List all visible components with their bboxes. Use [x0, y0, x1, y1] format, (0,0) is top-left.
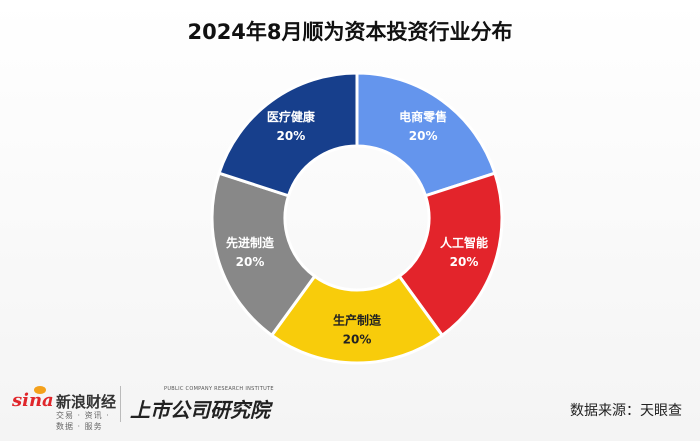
slice-value-label-1: 20% — [409, 129, 438, 143]
slice-2 — [397, 171, 504, 338]
slice-label-3: 生产制造 — [333, 313, 382, 328]
slice-value-label-4: 20% — [236, 255, 265, 269]
slice-label-5: 医疗健康 — [267, 109, 316, 124]
slice-label-2: 人工智能 — [440, 235, 488, 250]
institute-chinese-name: 上市公司研究院 — [130, 398, 270, 422]
data-source: 数据来源：天眼查 — [570, 403, 682, 419]
research-institute-logo: PUBLIC COMPANY RESEARCH INSTITUTE 上市公司研究… — [130, 386, 274, 426]
sina-wordmark: sina — [12, 390, 54, 411]
slice-value-label-2: 20% — [450, 255, 479, 269]
slice-label-4: 先进制造 — [226, 235, 275, 250]
labels-group: 电商零售 20% 人工智能 20% 生产制造 20% 先进制造 20% 医疗健康 20% — [226, 109, 488, 347]
slice-value-label-3: 20% — [343, 333, 372, 347]
slices-group — [210, 71, 504, 365]
slice-1 — [355, 71, 497, 198]
institute-english-name: PUBLIC COMPANY RESEARCH INSTITUTE — [164, 386, 274, 392]
footer-divider — [120, 386, 121, 422]
sina-finance-logo: sina 新浪财经 交易 · 资讯 · 数据 · 服务 — [10, 386, 122, 431]
slice-3 — [269, 274, 445, 365]
slice-5 — [217, 71, 359, 198]
sina-eye-icon — [34, 386, 46, 394]
slice-value-label-5: 20% — [277, 129, 306, 143]
slice-label-1: 电商零售 — [399, 109, 447, 124]
sina-finance-name: 新浪财经 — [56, 393, 117, 411]
donut-chart: 电商零售 20% 人工智能 20% 生产制造 20% 先进制造 20% 医疗健康 20% — [210, 71, 504, 365]
footer: sina 新浪财经 交易 · 资讯 · 数据 · 服务 PUBLIC COMPA… — [0, 380, 700, 441]
chart-title: 2024年8月顺为资本投资行业分布 — [187, 20, 513, 44]
sina-finance-tagline: 交易 · 资讯 · 数据 · 服务 — [56, 411, 110, 431]
slice-4 — [210, 171, 317, 338]
